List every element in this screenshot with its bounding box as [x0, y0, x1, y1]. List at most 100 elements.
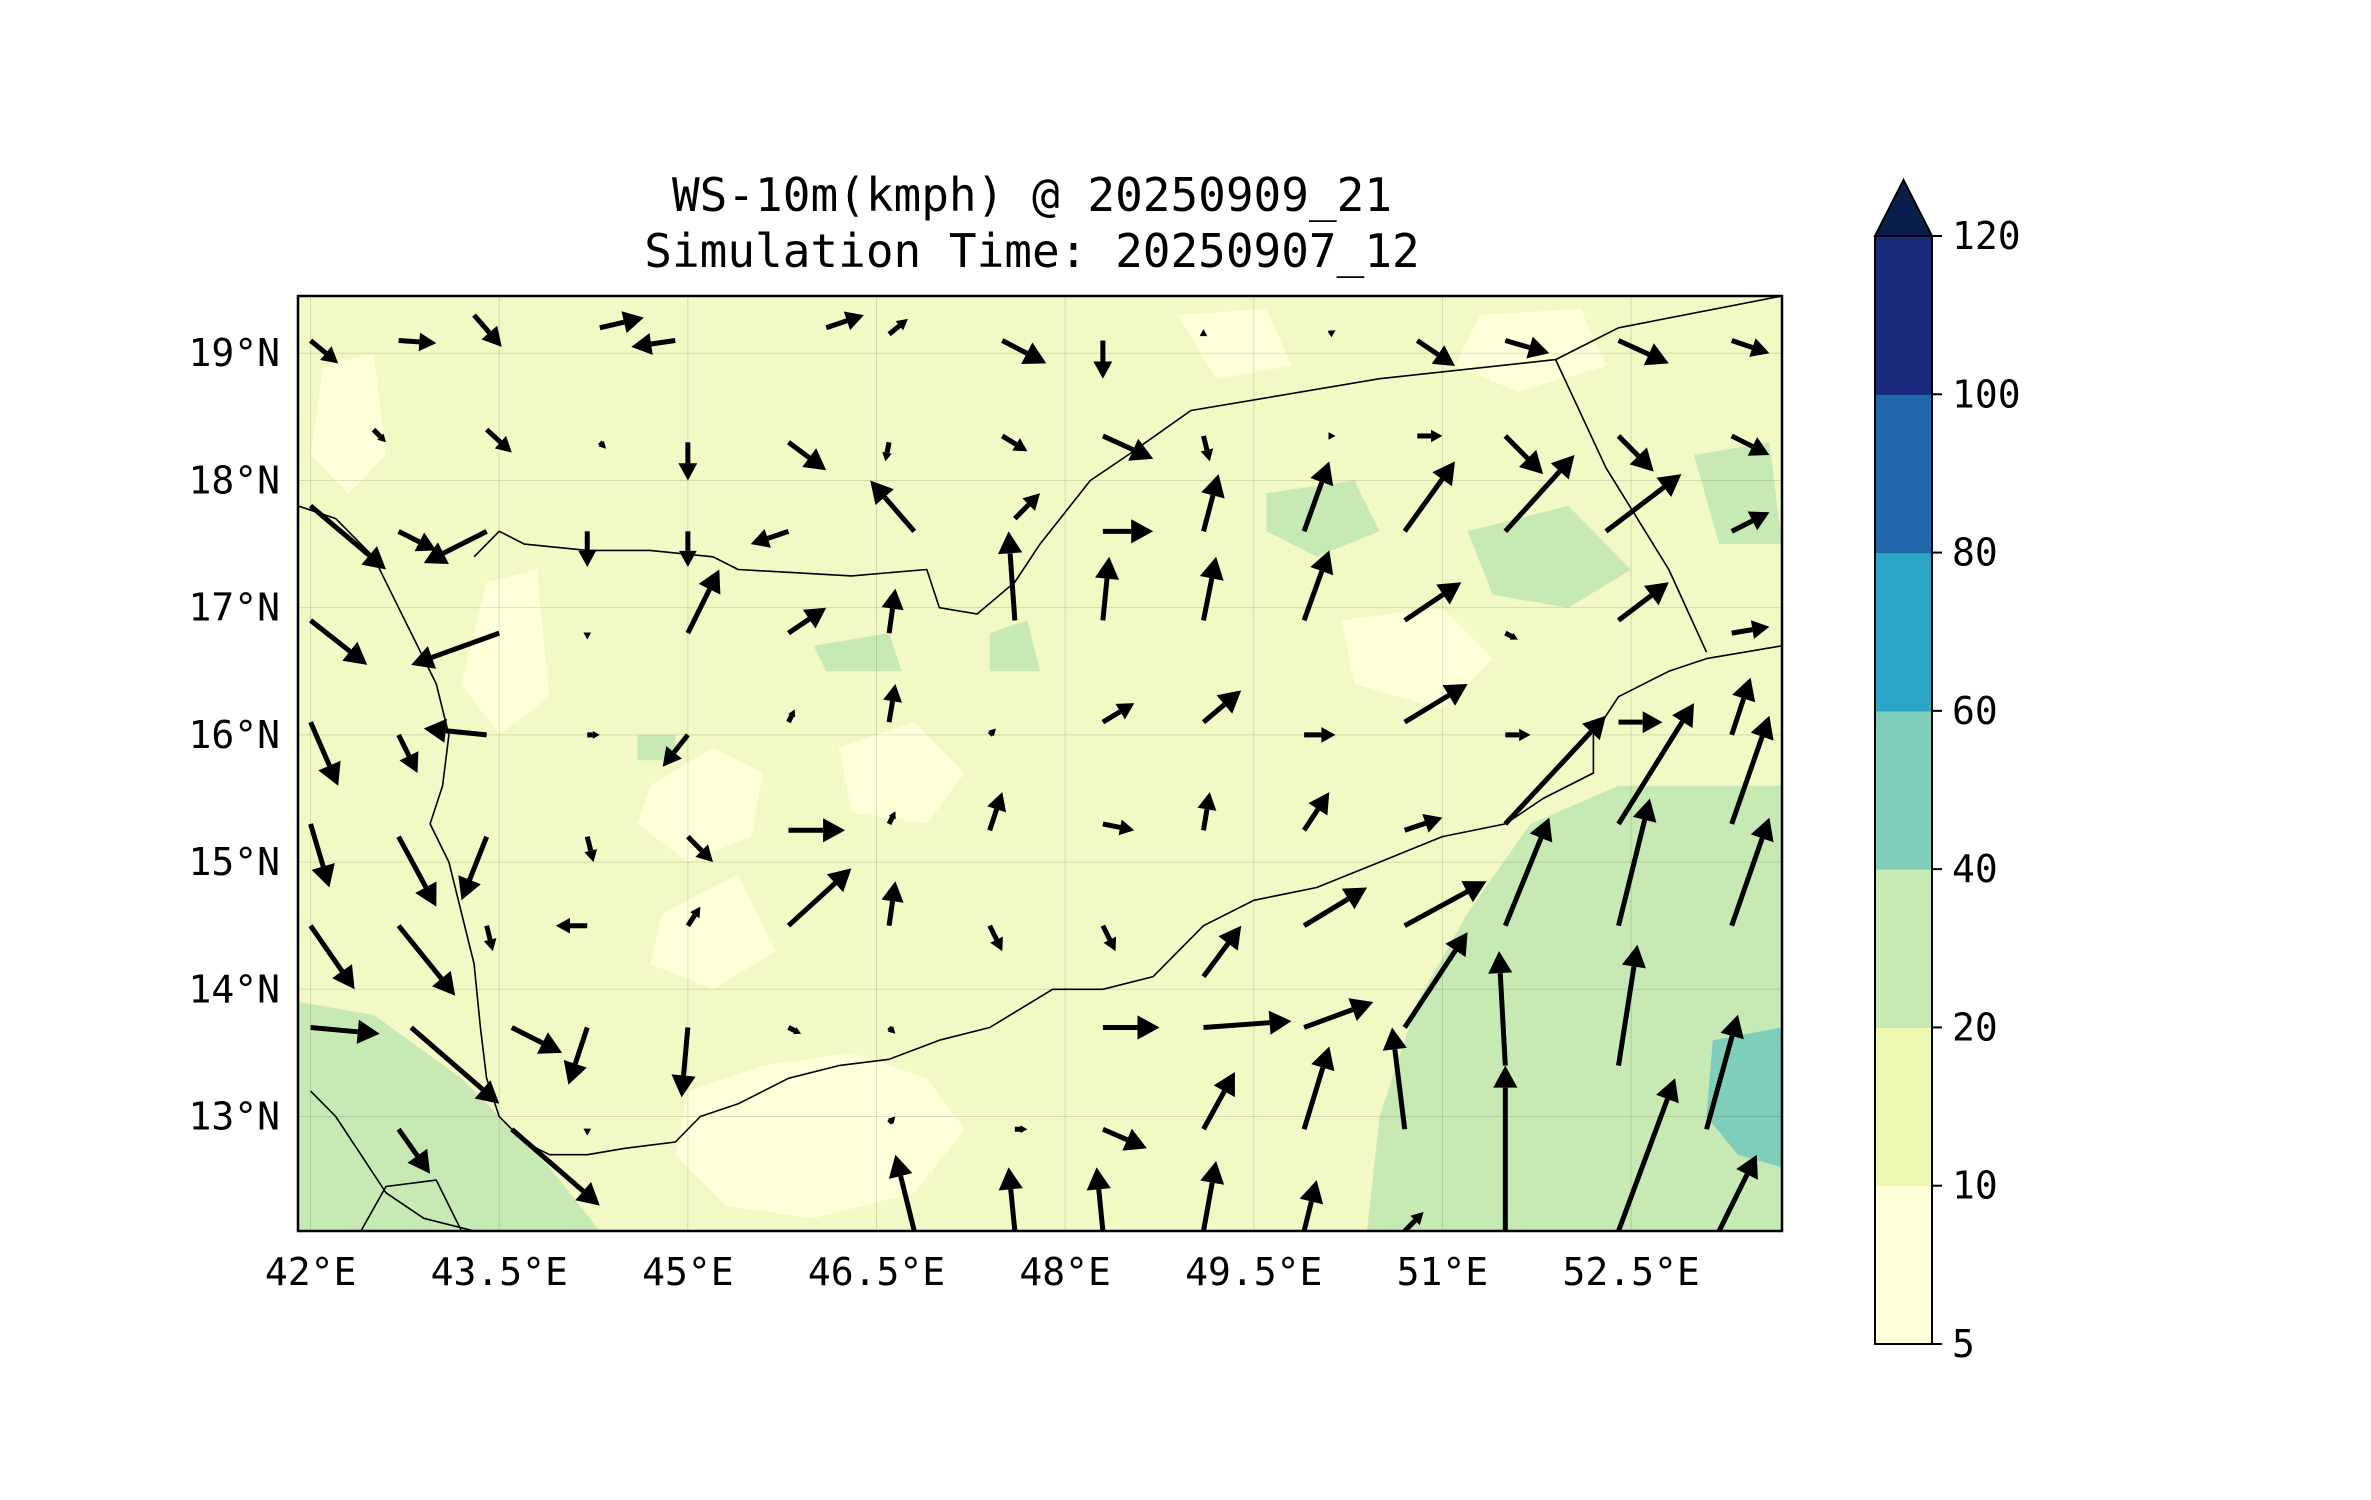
wind-arrow [1415, 338, 1455, 366]
wind-arrow [308, 823, 335, 888]
wind-arrow [1503, 715, 1606, 826]
wind-arrow [309, 618, 368, 665]
colorbar-segment [1875, 236, 1932, 395]
wind-arrow [1301, 1046, 1335, 1130]
wind-arrow [887, 318, 908, 337]
wind-arrow [1616, 798, 1657, 927]
wind-arrow [1616, 434, 1654, 472]
wind-arrow [423, 529, 488, 564]
wind-arrow [397, 529, 437, 552]
wind-arrow [1616, 703, 1694, 826]
wind-speed-region [1341, 607, 1493, 710]
lon-tick-label: 43.5°E [431, 1250, 568, 1294]
wind-arrow [1504, 630, 1518, 640]
wind-arrow [1716, 1154, 1758, 1231]
wind-speed-region [1266, 480, 1380, 557]
wind-arrow [787, 1025, 802, 1035]
wind-arrow [788, 818, 846, 843]
wind-arrow [584, 836, 597, 863]
wind-arrow [1382, 1027, 1408, 1130]
colorbar-segment [1875, 1185, 1932, 1345]
lat-tick-label: 15°N [188, 840, 280, 884]
wind-speed-region [461, 569, 550, 735]
colorbar-segment [1875, 869, 1932, 1028]
wind-arrow [510, 1025, 563, 1054]
wind-arrow [484, 427, 512, 453]
wind-arrow [881, 881, 904, 927]
wind-speed-region [637, 747, 764, 863]
wind-arrow [472, 313, 502, 347]
wind-arrow [371, 427, 386, 443]
wind-arrow [1503, 434, 1544, 475]
lat-tick-label: 17°N [188, 586, 280, 630]
wind-arrow [825, 311, 864, 331]
wind-arrow [1301, 461, 1334, 533]
wind-arrow [308, 503, 386, 570]
wind-arrow [1729, 817, 1774, 927]
map-frame [296, 294, 1784, 1233]
wind-arrow [1200, 435, 1214, 462]
wind-arrow [685, 906, 701, 928]
map-plot-area: 42°E 43.5°E 45°E 46.5°E 48°E 49.5°E 51°E 52.5°E… [188, 294, 1784, 1294]
colorbar-tick-label: 60 [1952, 689, 1998, 733]
wind-arrow [1328, 432, 1336, 440]
wind-arrow [1199, 329, 1208, 337]
wind-arrow [987, 924, 1003, 952]
lon-tick-label: 51°E [1397, 1250, 1489, 1294]
wind-arrow [888, 1154, 917, 1231]
wind-arrow [1001, 338, 1047, 364]
wind-arrow [1299, 1180, 1324, 1231]
wind-arrow [396, 733, 419, 773]
colorbar-segment [1875, 710, 1932, 870]
colorbar-tick-label: 10 [1952, 1164, 1998, 1208]
wind-arrow [1417, 429, 1443, 443]
wind-arrow [583, 1128, 592, 1136]
wind-arrow [1505, 728, 1531, 742]
wind-arrow [310, 1019, 380, 1044]
lon-tick-label: 48°E [1019, 1250, 1111, 1294]
wind-speed-region [1178, 308, 1292, 379]
wind-arrow [1403, 881, 1487, 928]
wind-arrow [1101, 703, 1135, 725]
wind-arrow [563, 1026, 590, 1085]
wind-arrow [1203, 1010, 1292, 1035]
wind-arrow [1616, 582, 1669, 623]
wind-arrow [987, 792, 1007, 832]
wind-arrow [685, 569, 721, 635]
lat-tick-label: 16°N [188, 713, 280, 757]
colorbar-tick-label: 100 [1952, 372, 2021, 416]
wind-arrow [483, 925, 497, 952]
wind-arrow [1201, 474, 1225, 532]
wind-arrow [883, 684, 902, 723]
colorbar-tick-label: 5 [1952, 1322, 1975, 1366]
colorbar-extend-arrow [1873, 177, 1934, 237]
wind-speed-region [650, 874, 776, 990]
wind-arrow [1493, 1065, 1518, 1231]
wind-arrow [882, 441, 892, 462]
wind-arrow [1102, 819, 1135, 836]
wind-arrow [587, 731, 600, 739]
longitude-ticks: 42°E 43.5°E 45°E 46.5°E 48°E 49.5°E 51°E 52.5°E [265, 1250, 1700, 1294]
wind-arrow [583, 632, 592, 640]
wind-arrow [1302, 887, 1367, 928]
wind-arrow [786, 868, 852, 928]
lon-tick-label: 42°E [265, 1250, 357, 1294]
boundary-border-africa [360, 1179, 463, 1231]
wind-speed-region [1367, 785, 1782, 1231]
wind-arrow [1488, 951, 1513, 1066]
wind-arrow [398, 332, 437, 352]
colorbar-tick-label: 120 [1952, 214, 2021, 258]
wind-arrow [1100, 924, 1117, 952]
wind-speed-region [838, 722, 965, 824]
wind-arrow [1201, 925, 1242, 979]
wind-arrow [409, 1025, 500, 1104]
wind-arrow [458, 835, 489, 901]
wind-arrow [1730, 511, 1770, 534]
colorbar-tick-label: 80 [1952, 531, 1998, 575]
wind-arrow [987, 728, 996, 737]
wind-arrow [1101, 1126, 1147, 1151]
wind-arrow [1301, 550, 1334, 622]
wind-arrow [1617, 338, 1669, 366]
wind-arrow [1102, 1015, 1160, 1040]
